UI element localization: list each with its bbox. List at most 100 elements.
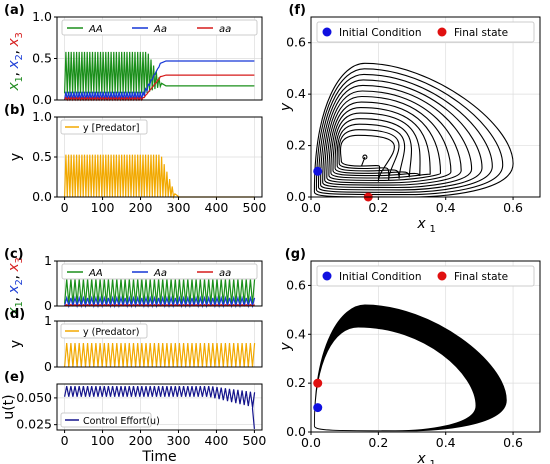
x-tick-label: 0.0 <box>301 435 321 450</box>
x-tick-label: 500 <box>242 200 266 215</box>
x-tick-label: 200 <box>129 433 153 448</box>
series-line-aa <box>64 60 255 101</box>
point-final-state <box>313 378 323 388</box>
y-tick-label: 0.050 <box>16 390 52 405</box>
legend-label: aa <box>219 268 231 279</box>
y-label-part: x <box>6 60 22 70</box>
x-tick-label: 400 <box>205 433 229 448</box>
series-line-aa <box>64 295 256 309</box>
legend-marker <box>437 271 447 281</box>
x-tick-label: 100 <box>91 200 115 215</box>
y-tick-label: 0.0 <box>32 92 52 107</box>
y-label-sub: 1 <box>14 301 25 307</box>
y-label-sub: 2 <box>14 279 25 285</box>
x-axis-label: x <box>416 216 426 232</box>
y-tick-label: 0.0 <box>32 189 52 204</box>
legend: y [Predator] <box>60 119 148 135</box>
legend-box <box>61 263 258 280</box>
y-axis-label: y <box>8 153 24 161</box>
series-line-aa <box>64 278 256 304</box>
y-tick-label: 0.6 <box>286 277 306 292</box>
panel-label: (g) <box>285 247 306 262</box>
legend-label: AA <box>88 268 103 279</box>
legend: Control Effort(u) <box>60 412 160 428</box>
legend-label: y (Predator) <box>83 327 139 338</box>
panel-label: (f) <box>288 3 306 18</box>
y-axis-label: x1,x2,x3 <box>6 32 25 91</box>
legend: Initial Condition Final state <box>316 21 535 43</box>
legend-label: aa <box>219 24 231 35</box>
y-label-sub: 3 <box>14 257 25 263</box>
x-tick-label: 0 <box>61 200 69 215</box>
legend-marker <box>322 27 332 37</box>
panel-a-frame <box>56 16 263 101</box>
panel-g-frame <box>310 260 541 433</box>
series-line-y--predator- <box>64 343 256 368</box>
panel-c-frame <box>56 260 263 307</box>
legend-label: Initial Condition <box>339 27 422 39</box>
legend: y (Predator) <box>60 323 148 339</box>
y-tick-label: 0.2 <box>286 138 306 153</box>
series-line-control-effort-u- <box>64 385 256 429</box>
y-axis-label: y <box>278 102 294 112</box>
y-tick-label: 1.0 <box>32 9 52 24</box>
legend-label: Aa <box>153 24 167 35</box>
y-tick-label: 0.6 <box>286 35 306 50</box>
trajectory-path <box>313 62 514 198</box>
y-label-comma: , <box>6 50 22 54</box>
legend-box <box>60 119 148 135</box>
panel-label: (b) <box>4 103 25 118</box>
legend-box <box>316 265 535 287</box>
y-tick-label: 1.0 <box>32 109 52 124</box>
x-tick-label: 0.0 <box>301 200 321 215</box>
legend-box <box>60 412 152 428</box>
x-axis-label-sub: 1 <box>430 224 436 235</box>
panel-d-frame <box>56 320 263 368</box>
legend-box <box>61 19 258 36</box>
y-axis-label: y <box>278 342 294 352</box>
x-tick-label: 0.6 <box>503 200 523 215</box>
legend-marker <box>437 27 447 37</box>
legend-label: Aa <box>153 268 167 279</box>
y-label-comma: , <box>6 297 22 301</box>
panel-label: (e) <box>4 370 25 385</box>
y-label-part: x <box>6 307 22 317</box>
legend-label: y [Predator] <box>83 123 139 134</box>
x-tick-label: 0.2 <box>368 435 388 450</box>
y-tick-label: 0.2 <box>286 375 306 390</box>
panel-d: 0 1 y (Predator) y (d) <box>4 307 262 374</box>
y-tick-label: 0.025 <box>16 417 52 432</box>
series-line-y--predator- <box>64 154 255 200</box>
y-axis-label: u(t) <box>1 394 17 419</box>
legend: Initial Condition Final state <box>316 265 535 287</box>
y-tick-label: 0 <box>44 359 52 374</box>
x-tick-label: 0.4 <box>436 200 456 215</box>
y-label-part: x <box>6 38 22 48</box>
panel-b: 0.0 0.5 1.0 0 100 200 300 400 500 y [Predator] y (b… <box>4 103 266 215</box>
y-tick-label: 1 <box>44 253 52 268</box>
x-tick-label: 300 <box>167 433 191 448</box>
y-label-sub: 2 <box>14 54 25 60</box>
y-label-part: x <box>6 285 22 295</box>
x-tick-label: 200 <box>129 200 153 215</box>
y-tick-label: 0.4 <box>286 326 306 341</box>
panel-e: 0.025 0.050 0 100 200 300 400 500 Control Effort… <box>1 370 266 464</box>
series-line-aa <box>64 51 255 94</box>
y-label-part: x <box>6 263 22 273</box>
y-tick-label: 0 <box>44 298 52 313</box>
x-tick-label: 100 <box>91 433 115 448</box>
x-tick-label: 500 <box>242 433 266 448</box>
legend-label: Initial Condition <box>339 271 422 283</box>
point-initial-condition <box>313 403 323 413</box>
legend-label: Final state <box>454 271 508 283</box>
trajectory-path <box>313 304 507 432</box>
y-label-sub: 3 <box>14 32 25 38</box>
legend-marker <box>322 271 332 281</box>
series-line-aa <box>64 74 255 102</box>
x-tick-label: 400 <box>205 200 229 215</box>
legend-label: Final state <box>454 27 508 39</box>
legend-label: Control Effort(u) <box>83 416 160 427</box>
x-tick-label: 0.2 <box>368 200 388 215</box>
panel-label: (c) <box>4 247 24 262</box>
